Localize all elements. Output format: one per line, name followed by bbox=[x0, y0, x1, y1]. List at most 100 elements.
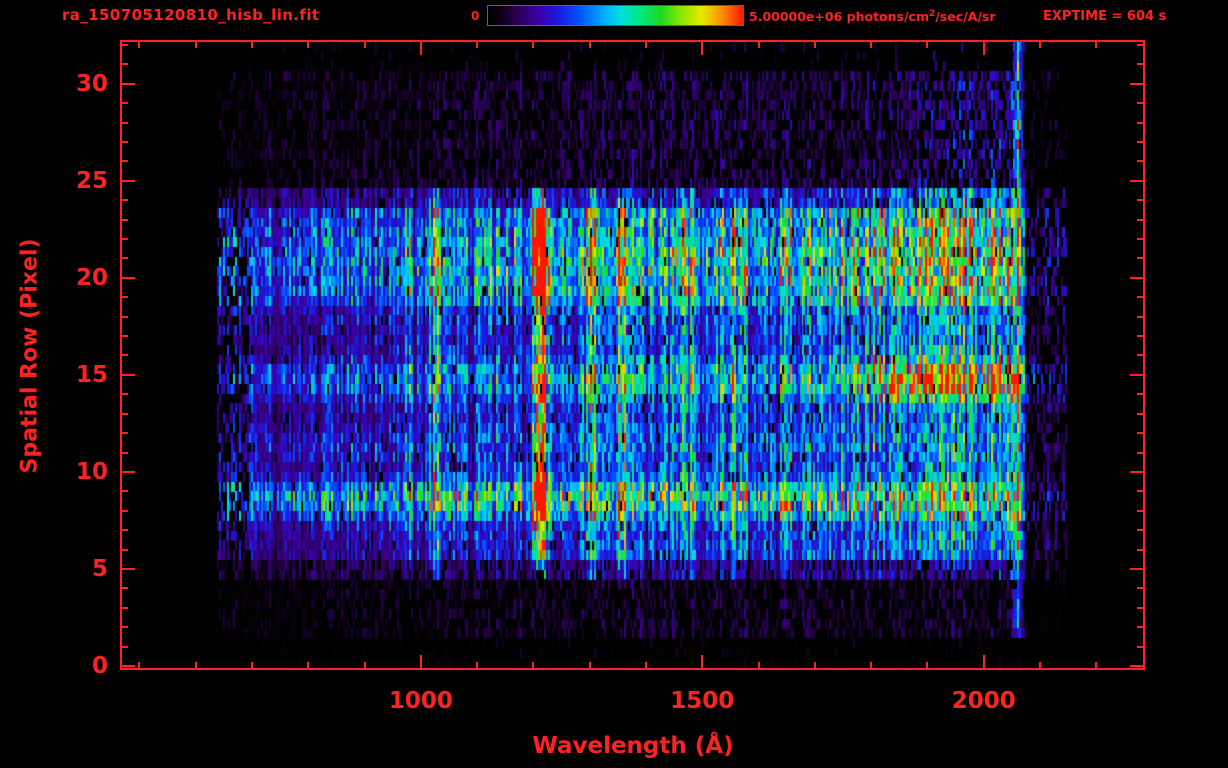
axis-tick bbox=[1137, 257, 1143, 259]
axis-tick bbox=[589, 662, 591, 668]
axis-tick bbox=[122, 587, 128, 589]
y-tick-label: 30 bbox=[75, 70, 108, 97]
x-tick-label: 1000 bbox=[388, 688, 453, 714]
axis-tick bbox=[307, 662, 309, 668]
axis-tick bbox=[1130, 277, 1143, 279]
axis-tick bbox=[122, 335, 128, 337]
axis-tick bbox=[122, 607, 128, 609]
exptime-label: EXPTIME = 604 s bbox=[1043, 9, 1167, 24]
axis-tick bbox=[926, 42, 928, 48]
axis-tick bbox=[701, 655, 703, 668]
axis-tick bbox=[307, 42, 309, 48]
axis-tick bbox=[195, 662, 197, 668]
axis-tick bbox=[1137, 199, 1143, 201]
colorbar-units-suffix: /sec/A/sr bbox=[935, 9, 996, 25]
axis-tick bbox=[122, 354, 128, 356]
axis-tick bbox=[122, 432, 128, 434]
axis-tick bbox=[983, 42, 985, 55]
axis-tick bbox=[1095, 662, 1097, 668]
axis-tick bbox=[122, 63, 128, 65]
axis-tick bbox=[1137, 296, 1143, 298]
colorbar bbox=[487, 5, 744, 26]
axis-tick bbox=[122, 44, 128, 46]
axis-tick bbox=[122, 510, 128, 512]
axis-tick bbox=[1137, 354, 1143, 356]
axis-tick bbox=[1137, 646, 1143, 648]
axis-tick bbox=[1137, 160, 1143, 162]
axis-tick bbox=[701, 42, 703, 55]
axis-tick bbox=[1137, 626, 1143, 628]
axis-tick bbox=[420, 42, 422, 55]
axis-tick bbox=[122, 374, 135, 376]
axis-tick bbox=[983, 655, 985, 668]
axis-tick bbox=[1130, 374, 1143, 376]
axis-tick bbox=[532, 42, 534, 48]
axis-tick bbox=[645, 42, 647, 48]
axis-tick bbox=[1095, 42, 1097, 48]
axis-tick bbox=[814, 662, 816, 668]
axis-tick bbox=[122, 568, 135, 570]
axis-tick bbox=[122, 316, 128, 318]
axis-tick bbox=[122, 219, 128, 221]
axis-tick bbox=[122, 626, 128, 628]
axis-tick bbox=[122, 296, 128, 298]
y-tick-label: 20 bbox=[75, 264, 108, 291]
colorbar-min-label: 0 bbox=[471, 9, 480, 23]
axis-tick bbox=[195, 42, 197, 48]
y-tick-label: 15 bbox=[75, 361, 108, 388]
axis-tick bbox=[1137, 335, 1143, 337]
axis-tick bbox=[1137, 607, 1143, 609]
axis-tick bbox=[1137, 393, 1143, 395]
axis-tick bbox=[122, 141, 128, 143]
axis-tick bbox=[1130, 471, 1143, 473]
axis-tick bbox=[1137, 316, 1143, 318]
axis-tick bbox=[476, 42, 478, 48]
plot-area bbox=[120, 40, 1145, 670]
axis-tick bbox=[1137, 413, 1143, 415]
x-tick-label: 2000 bbox=[951, 688, 1016, 714]
axis-tick bbox=[1137, 432, 1143, 434]
axis-tick bbox=[1039, 42, 1041, 48]
axis-tick bbox=[814, 42, 816, 48]
axis-tick bbox=[1137, 529, 1143, 531]
axis-tick bbox=[926, 662, 928, 668]
axis-tick bbox=[1130, 83, 1143, 85]
y-tick-label: 25 bbox=[75, 167, 108, 194]
axis-tick bbox=[1137, 219, 1143, 221]
axis-tick bbox=[122, 549, 128, 551]
axis-tick bbox=[532, 662, 534, 668]
colorbar-max-label: 5.00000e+06 photons/cm2/sec/A/sr bbox=[749, 9, 996, 24]
y-tick-label: 5 bbox=[91, 556, 108, 582]
axis-tick bbox=[870, 662, 872, 668]
axis-tick bbox=[122, 180, 135, 182]
axis-tick bbox=[251, 42, 253, 48]
axis-tick bbox=[1039, 662, 1041, 668]
axis-tick bbox=[122, 83, 135, 85]
axis-tick bbox=[251, 662, 253, 668]
axis-tick bbox=[122, 277, 135, 279]
axis-tick bbox=[122, 413, 128, 415]
x-axis-title: Wavelength (Å) bbox=[532, 733, 734, 759]
axis-tick bbox=[122, 238, 128, 240]
colorbar-units-superscript: 2 bbox=[928, 9, 936, 19]
axis-tick bbox=[870, 42, 872, 48]
axis-tick bbox=[138, 662, 140, 668]
spectral-heatmap-canvas bbox=[122, 42, 1143, 668]
axis-tick bbox=[122, 646, 128, 648]
axis-tick bbox=[645, 662, 647, 668]
axis-tick bbox=[1137, 44, 1143, 46]
axis-tick bbox=[122, 490, 128, 492]
axis-tick bbox=[364, 42, 366, 48]
axis-tick bbox=[122, 257, 128, 259]
axis-tick bbox=[1137, 122, 1143, 124]
axis-tick bbox=[758, 42, 760, 48]
axis-tick bbox=[1130, 180, 1143, 182]
axis-tick bbox=[420, 655, 422, 668]
axis-tick bbox=[1137, 452, 1143, 454]
axis-tick bbox=[1137, 549, 1143, 551]
axis-tick bbox=[1137, 587, 1143, 589]
axis-tick bbox=[1137, 102, 1143, 104]
y-tick-label: 10 bbox=[75, 458, 108, 485]
axis-tick bbox=[138, 42, 140, 48]
